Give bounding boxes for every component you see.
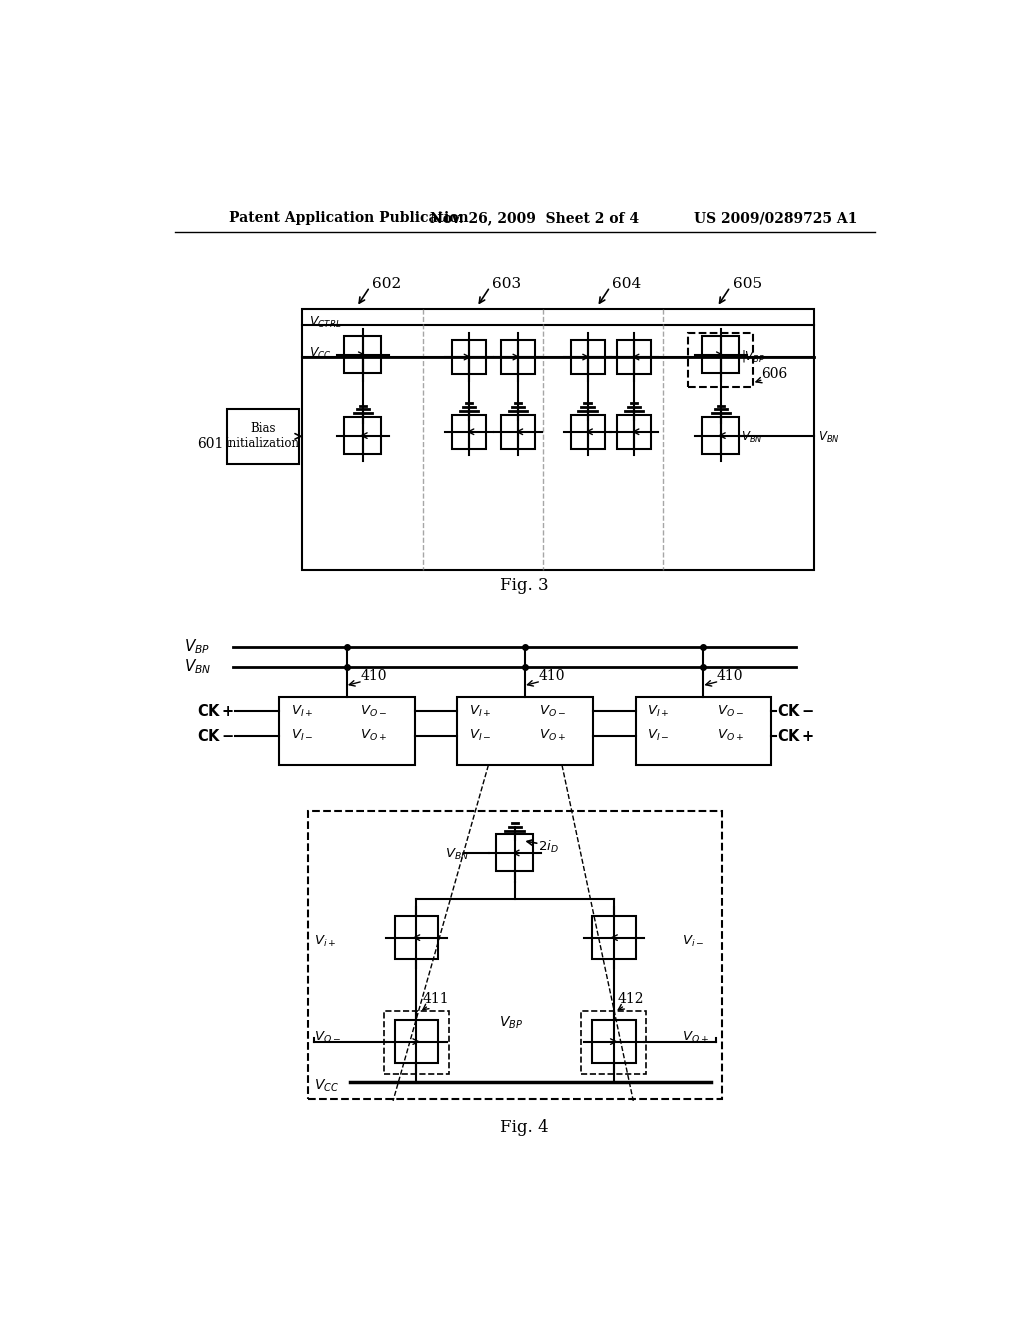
Bar bbox=[592, 916, 636, 960]
Bar bbox=[570, 414, 604, 449]
Bar bbox=[302, 309, 814, 570]
Text: Bias
initialization: Bias initialization bbox=[226, 422, 300, 450]
Text: 606: 606 bbox=[761, 367, 787, 381]
Text: $V_{i-}$: $V_{i-}$ bbox=[682, 935, 705, 949]
Text: $V_{BN}$: $V_{BN}$ bbox=[818, 429, 840, 445]
Text: US 2009/0289725 A1: US 2009/0289725 A1 bbox=[693, 211, 857, 226]
Text: $V_{O+}$: $V_{O+}$ bbox=[360, 729, 387, 743]
Text: $V_{CC}$: $V_{CC}$ bbox=[308, 346, 332, 360]
Text: $V_{BP}$: $V_{BP}$ bbox=[183, 638, 210, 656]
Text: 410: 410 bbox=[360, 669, 387, 682]
Text: Fig. 3: Fig. 3 bbox=[501, 577, 549, 594]
Text: $V_{CC}$: $V_{CC}$ bbox=[314, 1077, 339, 1094]
Text: $V_{O-}$: $V_{O-}$ bbox=[360, 704, 387, 719]
Bar bbox=[702, 337, 739, 374]
Text: $V_{O+}$: $V_{O+}$ bbox=[717, 729, 744, 743]
Text: $V_{i+}$: $V_{i+}$ bbox=[314, 935, 336, 949]
Bar bbox=[227, 409, 299, 465]
Text: $V_{O-}$: $V_{O-}$ bbox=[539, 704, 565, 719]
Bar bbox=[344, 417, 381, 454]
Bar bbox=[617, 414, 651, 449]
Text: 605: 605 bbox=[732, 277, 762, 290]
Text: Fig. 4: Fig. 4 bbox=[501, 1118, 549, 1135]
Bar bbox=[394, 1020, 438, 1063]
Text: $\mathbf{CK+}$: $\mathbf{CK+}$ bbox=[777, 727, 815, 744]
Text: Nov. 26, 2009  Sheet 2 of 4: Nov. 26, 2009 Sheet 2 of 4 bbox=[430, 211, 639, 226]
Text: $V_{I-}$: $V_{I-}$ bbox=[647, 729, 670, 743]
Text: $V_{BN}$: $V_{BN}$ bbox=[741, 429, 763, 445]
Bar bbox=[384, 1011, 449, 1074]
Text: $V_{I+}$: $V_{I+}$ bbox=[291, 704, 313, 719]
Bar bbox=[617, 341, 651, 374]
Text: $V_{O+}$: $V_{O+}$ bbox=[682, 1030, 709, 1045]
Bar bbox=[452, 341, 486, 374]
Bar bbox=[496, 834, 534, 871]
Text: Patent Application Publication: Patent Application Publication bbox=[228, 211, 468, 226]
Bar bbox=[344, 337, 381, 374]
Text: 410: 410 bbox=[717, 669, 743, 682]
Bar bbox=[592, 1020, 636, 1063]
Text: $\mathbf{CK-}$: $\mathbf{CK-}$ bbox=[198, 727, 234, 744]
Bar bbox=[452, 414, 486, 449]
Bar bbox=[501, 341, 535, 374]
Text: $V_{BP}$: $V_{BP}$ bbox=[500, 1014, 523, 1031]
Text: $\mathbf{CK-}$: $\mathbf{CK-}$ bbox=[777, 704, 815, 719]
Text: 603: 603 bbox=[493, 277, 521, 290]
Text: 412: 412 bbox=[617, 993, 644, 1006]
Text: $V_{BN}$: $V_{BN}$ bbox=[445, 847, 469, 862]
Text: $V_{O-}$: $V_{O-}$ bbox=[314, 1030, 341, 1045]
Text: $V_{BN}$: $V_{BN}$ bbox=[183, 657, 211, 676]
Text: $V_{CTRL}$: $V_{CTRL}$ bbox=[308, 315, 341, 330]
Bar bbox=[582, 1011, 646, 1074]
Bar bbox=[636, 697, 771, 766]
Text: $V_{I+}$: $V_{I+}$ bbox=[647, 704, 670, 719]
Bar bbox=[308, 810, 722, 1100]
Bar bbox=[570, 341, 604, 374]
Text: $|V_{BP}$: $|V_{BP}$ bbox=[741, 348, 766, 364]
Bar bbox=[458, 697, 593, 766]
Text: 601: 601 bbox=[197, 437, 223, 451]
Text: $V_{O-}$: $V_{O-}$ bbox=[717, 704, 744, 719]
Text: $\mathbf{CK+}$: $\mathbf{CK+}$ bbox=[198, 704, 234, 719]
Text: 604: 604 bbox=[612, 277, 642, 290]
Text: 410: 410 bbox=[539, 669, 565, 682]
Bar bbox=[702, 417, 739, 454]
Text: $2i_D$: $2i_D$ bbox=[538, 838, 559, 855]
Text: $V_{I-}$: $V_{I-}$ bbox=[291, 729, 313, 743]
Text: $V_{I+}$: $V_{I+}$ bbox=[469, 704, 492, 719]
Bar bbox=[688, 333, 754, 387]
Bar bbox=[501, 414, 535, 449]
Text: $V_{O+}$: $V_{O+}$ bbox=[539, 729, 565, 743]
Bar bbox=[280, 697, 415, 766]
Text: $V_{I-}$: $V_{I-}$ bbox=[469, 729, 492, 743]
Text: 602: 602 bbox=[372, 277, 401, 290]
Bar bbox=[394, 916, 438, 960]
Text: 411: 411 bbox=[423, 993, 450, 1006]
